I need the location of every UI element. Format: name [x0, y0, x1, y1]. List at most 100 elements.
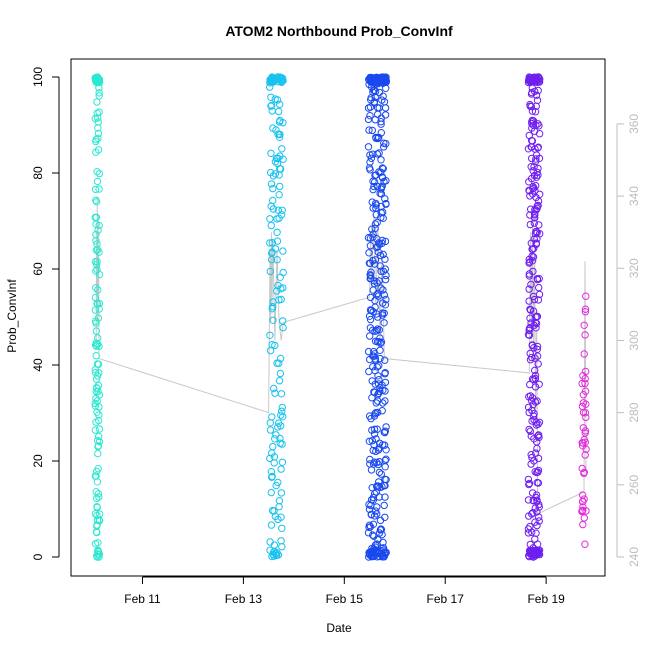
data-point [535, 517, 543, 525]
data-point [93, 98, 101, 106]
data-point [525, 270, 533, 278]
y2-tick-label: 360 [627, 114, 641, 134]
data-point [92, 375, 101, 383]
data-point [267, 102, 275, 110]
data-point [579, 399, 588, 407]
data-point [374, 389, 383, 398]
data-point [367, 511, 375, 519]
data-point [93, 478, 102, 486]
data-point [93, 258, 101, 266]
data-point [91, 399, 100, 408]
data-point [525, 480, 533, 489]
data-point [371, 380, 379, 388]
data-point [92, 198, 101, 206]
data-point [279, 317, 287, 325]
data-point [369, 493, 378, 502]
data-point [525, 259, 533, 267]
data-point [374, 134, 383, 142]
data-point [525, 425, 533, 434]
data-point [535, 513, 543, 521]
data-point [269, 316, 277, 324]
data-point [368, 437, 376, 445]
data-point [95, 185, 103, 193]
data-point [276, 439, 284, 447]
data-point [91, 293, 100, 302]
data-point [91, 426, 100, 434]
data-point [367, 501, 375, 510]
data-point [527, 280, 535, 289]
data-point [374, 134, 382, 143]
data-point [277, 295, 285, 304]
data-point [266, 538, 274, 546]
data-point [530, 295, 539, 304]
data-point [275, 130, 284, 139]
data-point [267, 468, 276, 476]
data-point [533, 229, 541, 237]
data-point [526, 324, 534, 332]
data-point [373, 150, 381, 158]
data-point [266, 346, 275, 355]
y2-tick-label: 240 [627, 547, 641, 567]
data-point [91, 213, 99, 222]
data-point [278, 206, 286, 215]
data-point [374, 372, 382, 380]
data-point [530, 235, 538, 243]
data-point [273, 256, 281, 264]
data-point [95, 92, 103, 100]
data-point [91, 114, 100, 123]
data-point [369, 286, 377, 294]
data-point [91, 185, 100, 194]
data-point [273, 551, 281, 559]
data-point [581, 379, 589, 388]
data-point [377, 213, 385, 222]
data-point [582, 292, 590, 300]
data-point [95, 493, 103, 501]
data-point [368, 150, 377, 158]
data-point [530, 76, 538, 84]
data-point [376, 339, 385, 347]
data-point [94, 129, 103, 138]
data-point [270, 384, 278, 393]
data-point [364, 143, 373, 151]
data-point [93, 503, 101, 512]
data-point [275, 497, 284, 505]
data-point [532, 319, 541, 328]
y-tick-label: 20 [31, 454, 45, 468]
data-point [366, 259, 374, 267]
data-point [533, 550, 542, 558]
y2-tick-label: 260 [627, 474, 641, 494]
data-point [526, 306, 535, 314]
data-point [365, 249, 373, 257]
data-point [267, 488, 275, 497]
data-point [267, 149, 275, 158]
data-point [371, 224, 379, 233]
data-point [277, 390, 286, 398]
data-point [373, 243, 381, 252]
data-point [369, 551, 377, 560]
data-point [278, 543, 286, 551]
data-point [529, 167, 537, 175]
data-point [527, 548, 535, 556]
data-point [580, 321, 588, 329]
data-point [373, 279, 381, 287]
data-point [366, 112, 374, 120]
data-point [93, 553, 101, 561]
data-point [367, 466, 376, 474]
data-point [366, 306, 375, 314]
data-point [371, 256, 380, 264]
data-point [375, 468, 384, 477]
data-point [95, 369, 103, 377]
data-point [580, 435, 588, 444]
data-point [269, 442, 277, 451]
data-point [368, 225, 376, 233]
data-point [382, 84, 390, 93]
data-point [379, 250, 387, 259]
data-point [534, 420, 542, 428]
data-point [534, 468, 542, 476]
data-point [369, 363, 377, 371]
data-point [528, 143, 536, 151]
data-point [95, 437, 104, 446]
data-point [268, 248, 276, 256]
y-tick-label: 0 [31, 553, 45, 560]
